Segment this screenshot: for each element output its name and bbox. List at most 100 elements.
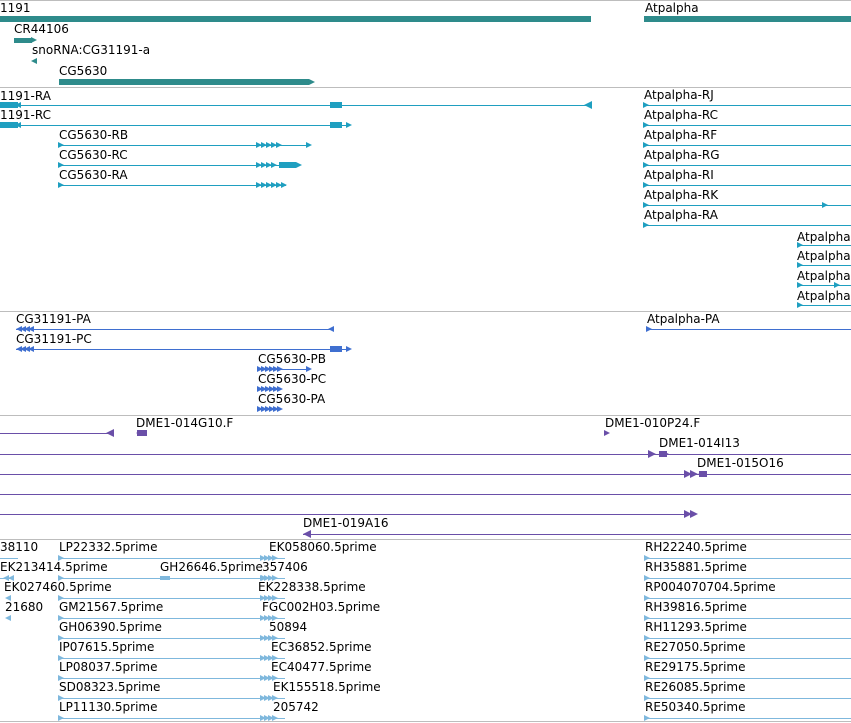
- strand-arrow-right: [644, 675, 650, 681]
- feature-block: [279, 162, 296, 168]
- strand-arrow-left: [106, 429, 114, 437]
- strand-arrow-right: [269, 366, 275, 372]
- transcript-label[interactable]: Atpalpha-RK: [644, 188, 719, 202]
- strand-arrow-right: [306, 142, 312, 148]
- gene-label[interactable]: Atpalpha: [645, 1, 699, 15]
- strand-arrow-right: [261, 575, 267, 581]
- est-label[interactable]: LP11130.5prime: [59, 700, 158, 714]
- strand-arrow-left: [15, 102, 21, 108]
- est-label[interactable]: 357406: [262, 560, 308, 574]
- est-label[interactable]: RE26085.5prime: [645, 680, 746, 694]
- strand-arrow-right: [31, 37, 37, 43]
- gene-label[interactable]: snoRNA:CG31191-a: [32, 43, 151, 57]
- transcript-label[interactable]: Atpalpha-RF: [644, 128, 718, 142]
- clone-label[interactable]: DME1-019A16: [303, 516, 389, 530]
- est-label[interactable]: RP004070704.5prime: [645, 580, 776, 594]
- est-label[interactable]: 205742: [273, 700, 319, 714]
- gene-label[interactable]: CG5630: [59, 64, 108, 78]
- transcript-label[interactable]: CG5630-RC: [59, 148, 128, 162]
- est-label[interactable]: GH26646.5prime: [160, 560, 263, 574]
- strand-arrow-right: [644, 595, 650, 601]
- strand-arrow-right: [663, 451, 669, 457]
- transcript-label[interactable]: CG5630-RA: [59, 168, 128, 182]
- transcript-label[interactable]: 1191-RA: [0, 89, 51, 103]
- strand-arrow-right: [58, 695, 64, 701]
- clone-label[interactable]: DME1-010P24.F: [605, 416, 701, 430]
- est-label[interactable]: RE29175.5prime: [645, 660, 746, 674]
- est-label[interactable]: LP08037.5prime: [59, 660, 158, 674]
- est-label[interactable]: RH11293.5prime: [645, 620, 747, 634]
- strand-arrow-right: [272, 655, 278, 661]
- est-label[interactable]: EK058060.5prime: [269, 540, 377, 554]
- protein-label[interactable]: CG31191-PA: [16, 312, 91, 326]
- est-label[interactable]: RH35881.5prime: [645, 560, 747, 574]
- est-label[interactable]: 50894: [269, 620, 308, 634]
- clone-label[interactable]: DME1-014G10.F: [136, 416, 234, 430]
- protein-label[interactable]: CG5630-PC: [258, 372, 327, 386]
- gene-label[interactable]: 1191: [0, 1, 31, 15]
- transcript-label[interactable]: Atpalpha-: [797, 269, 851, 283]
- transcript-label[interactable]: Atpalpha-: [797, 249, 851, 263]
- est-label[interactable]: RH22240.5prime: [645, 540, 747, 554]
- strand-arrow-right: [272, 675, 278, 681]
- est-label[interactable]: 38110: [0, 540, 39, 554]
- est-label[interactable]: RE27050.5prime: [645, 640, 746, 654]
- strand-arrow-right: [644, 615, 650, 621]
- transcript-label[interactable]: CG5630-RB: [59, 128, 129, 142]
- clone-label[interactable]: DME1-014I13: [659, 436, 740, 450]
- strand-arrow-right: [58, 162, 64, 168]
- strand-arrow-right: [268, 655, 274, 661]
- strand-arrow-right: [834, 282, 840, 288]
- strand-arrow-right: [273, 386, 279, 392]
- strand-arrow-right: [306, 366, 312, 372]
- protein-label[interactable]: CG5630-PB: [258, 352, 327, 366]
- transcript-label[interactable]: Atpalpha-: [797, 230, 851, 244]
- strand-arrow-right: [268, 635, 274, 641]
- gene-bar: [59, 79, 309, 85]
- strand-arrow-right: [644, 575, 650, 581]
- strand-arrow-left: [20, 346, 26, 352]
- strand-arrow-right: [346, 122, 352, 128]
- strand-arrow-right: [309, 79, 315, 85]
- clone-label[interactable]: DME1-015O16: [697, 456, 784, 470]
- est-label[interactable]: EC40477.5prime: [271, 660, 372, 674]
- est-label[interactable]: EK027460.5prime: [4, 580, 112, 594]
- protein-label[interactable]: CG31191-PC: [16, 332, 92, 346]
- transcript-label[interactable]: Atpalpha-: [797, 289, 851, 303]
- strand-arrow-left: [5, 595, 11, 601]
- est-label[interactable]: EC36852.5prime: [271, 640, 372, 654]
- transcript-label[interactable]: Atpalpha-RC: [644, 108, 719, 122]
- strand-arrow-right: [264, 615, 270, 621]
- est-label[interactable]: GH06390.5prime: [59, 620, 162, 634]
- est-label[interactable]: IP07615.5prime: [59, 640, 155, 654]
- est-label[interactable]: RE50340.5prime: [645, 700, 746, 714]
- strand-arrow-right: [268, 675, 274, 681]
- transcript-label[interactable]: Atpalpha-RI: [644, 168, 714, 182]
- gene-bar: [644, 16, 851, 22]
- track-separator: [0, 87, 851, 88]
- transcript-label[interactable]: Atpalpha-RJ: [644, 88, 714, 102]
- track-separator: [0, 311, 851, 312]
- est-label[interactable]: RH39816.5prime: [645, 600, 747, 614]
- est-label[interactable]: EK213414.5prime: [0, 560, 108, 574]
- est-label[interactable]: FGC002H03.5prime: [262, 600, 381, 614]
- est-label[interactable]: 21680: [5, 600, 44, 614]
- strand-arrow-right: [260, 635, 266, 641]
- est-label[interactable]: EK228338.5prime: [258, 580, 366, 594]
- strand-arrow-right: [58, 575, 64, 581]
- est-label[interactable]: SD08323.5prime: [59, 680, 161, 694]
- transcript-label[interactable]: Atpalpha-RG: [644, 148, 720, 162]
- est-label[interactable]: GM21567.5prime: [59, 600, 164, 614]
- protein-label[interactable]: Atpalpha-PA: [647, 312, 720, 326]
- strand-arrow-right: [58, 715, 64, 721]
- transcript-label[interactable]: Atpalpha-RA: [644, 208, 718, 222]
- est-label[interactable]: EK155518.5prime: [273, 680, 381, 694]
- protein-label[interactable]: CG5630-PA: [258, 392, 326, 406]
- transcript-label[interactable]: 1191-RC: [0, 108, 51, 122]
- strand-arrow-right: [643, 102, 649, 108]
- strand-arrow-left: [8, 575, 14, 581]
- est-label[interactable]: LP22332.5prime: [59, 540, 158, 554]
- strand-arrow-right: [266, 162, 272, 168]
- gene-label[interactable]: CR44106: [14, 22, 69, 36]
- strand-arrow-right: [644, 715, 650, 721]
